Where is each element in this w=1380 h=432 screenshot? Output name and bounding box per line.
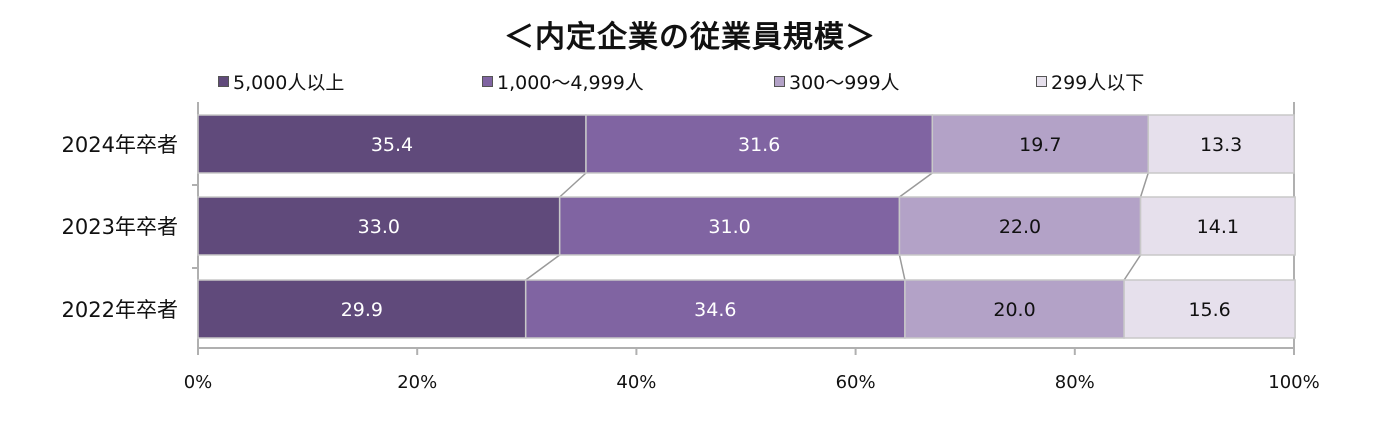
category-label: 2022年卒者 [62, 298, 178, 322]
legend-item: 300～999人 [774, 68, 900, 95]
series-line [1123, 254, 1142, 281]
legend-item: 1,000～4,999人 [482, 68, 644, 95]
x-tick-label: 40% [616, 372, 656, 393]
bar-segment [931, 114, 1149, 174]
legend-item: 299人以下 [1036, 68, 1144, 95]
bar-segment [1147, 114, 1295, 174]
bar-segment [1123, 279, 1296, 339]
data-label: 35.4 [371, 134, 413, 156]
series-line [559, 172, 587, 198]
category-label: 2023年卒者 [62, 215, 178, 239]
category-label: 2024年卒者 [62, 133, 178, 157]
data-label: 14.1 [1197, 216, 1239, 238]
bar-segment [585, 114, 934, 174]
x-tick-label: 0% [184, 372, 213, 393]
series-line [1139, 172, 1149, 198]
bar-segment [558, 196, 901, 256]
legend: 5,000人以上 1,000～4,999人 300～999人 299人以下 [0, 68, 1380, 96]
data-label: 20.0 [993, 299, 1035, 321]
bar-segment [197, 114, 587, 174]
data-label: 22.0 [999, 216, 1041, 238]
bar-segment [197, 279, 527, 339]
legend-label: 5,000人以上 [233, 72, 345, 94]
data-label: 31.6 [738, 134, 780, 156]
x-tick-label: 100% [1268, 372, 1319, 393]
legend-swatch [1036, 76, 1047, 87]
data-label: 29.9 [341, 299, 383, 321]
series-line [898, 172, 933, 198]
x-tick-label: 80% [1055, 372, 1095, 393]
data-label: 31.0 [708, 216, 750, 238]
legend-swatch [774, 76, 785, 87]
legend-swatch [218, 76, 229, 87]
series-line [525, 254, 561, 281]
x-tick-label: 20% [397, 372, 437, 393]
data-label: 13.3 [1200, 134, 1242, 156]
bar-segment [524, 279, 906, 339]
bar-segment [1139, 196, 1296, 256]
legend-label: 300～999人 [789, 72, 900, 94]
legend-label: 1,000～4,999人 [497, 72, 644, 94]
x-tick-label: 60% [836, 372, 876, 393]
legend-label: 299人以下 [1051, 72, 1145, 94]
series-line [898, 254, 906, 281]
data-label: 34.6 [694, 299, 736, 321]
legend-item: 5,000人以上 [218, 68, 344, 95]
legend-swatch [482, 76, 493, 87]
data-label: 15.6 [1188, 299, 1230, 321]
bar-segment [197, 196, 561, 256]
data-label: 33.0 [358, 216, 400, 238]
bar-segment [904, 279, 1125, 339]
bar-segment [898, 196, 1142, 256]
data-label: 19.7 [1019, 134, 1061, 156]
chart-title: ＜内定企業の従業員規模＞ [504, 20, 876, 55]
